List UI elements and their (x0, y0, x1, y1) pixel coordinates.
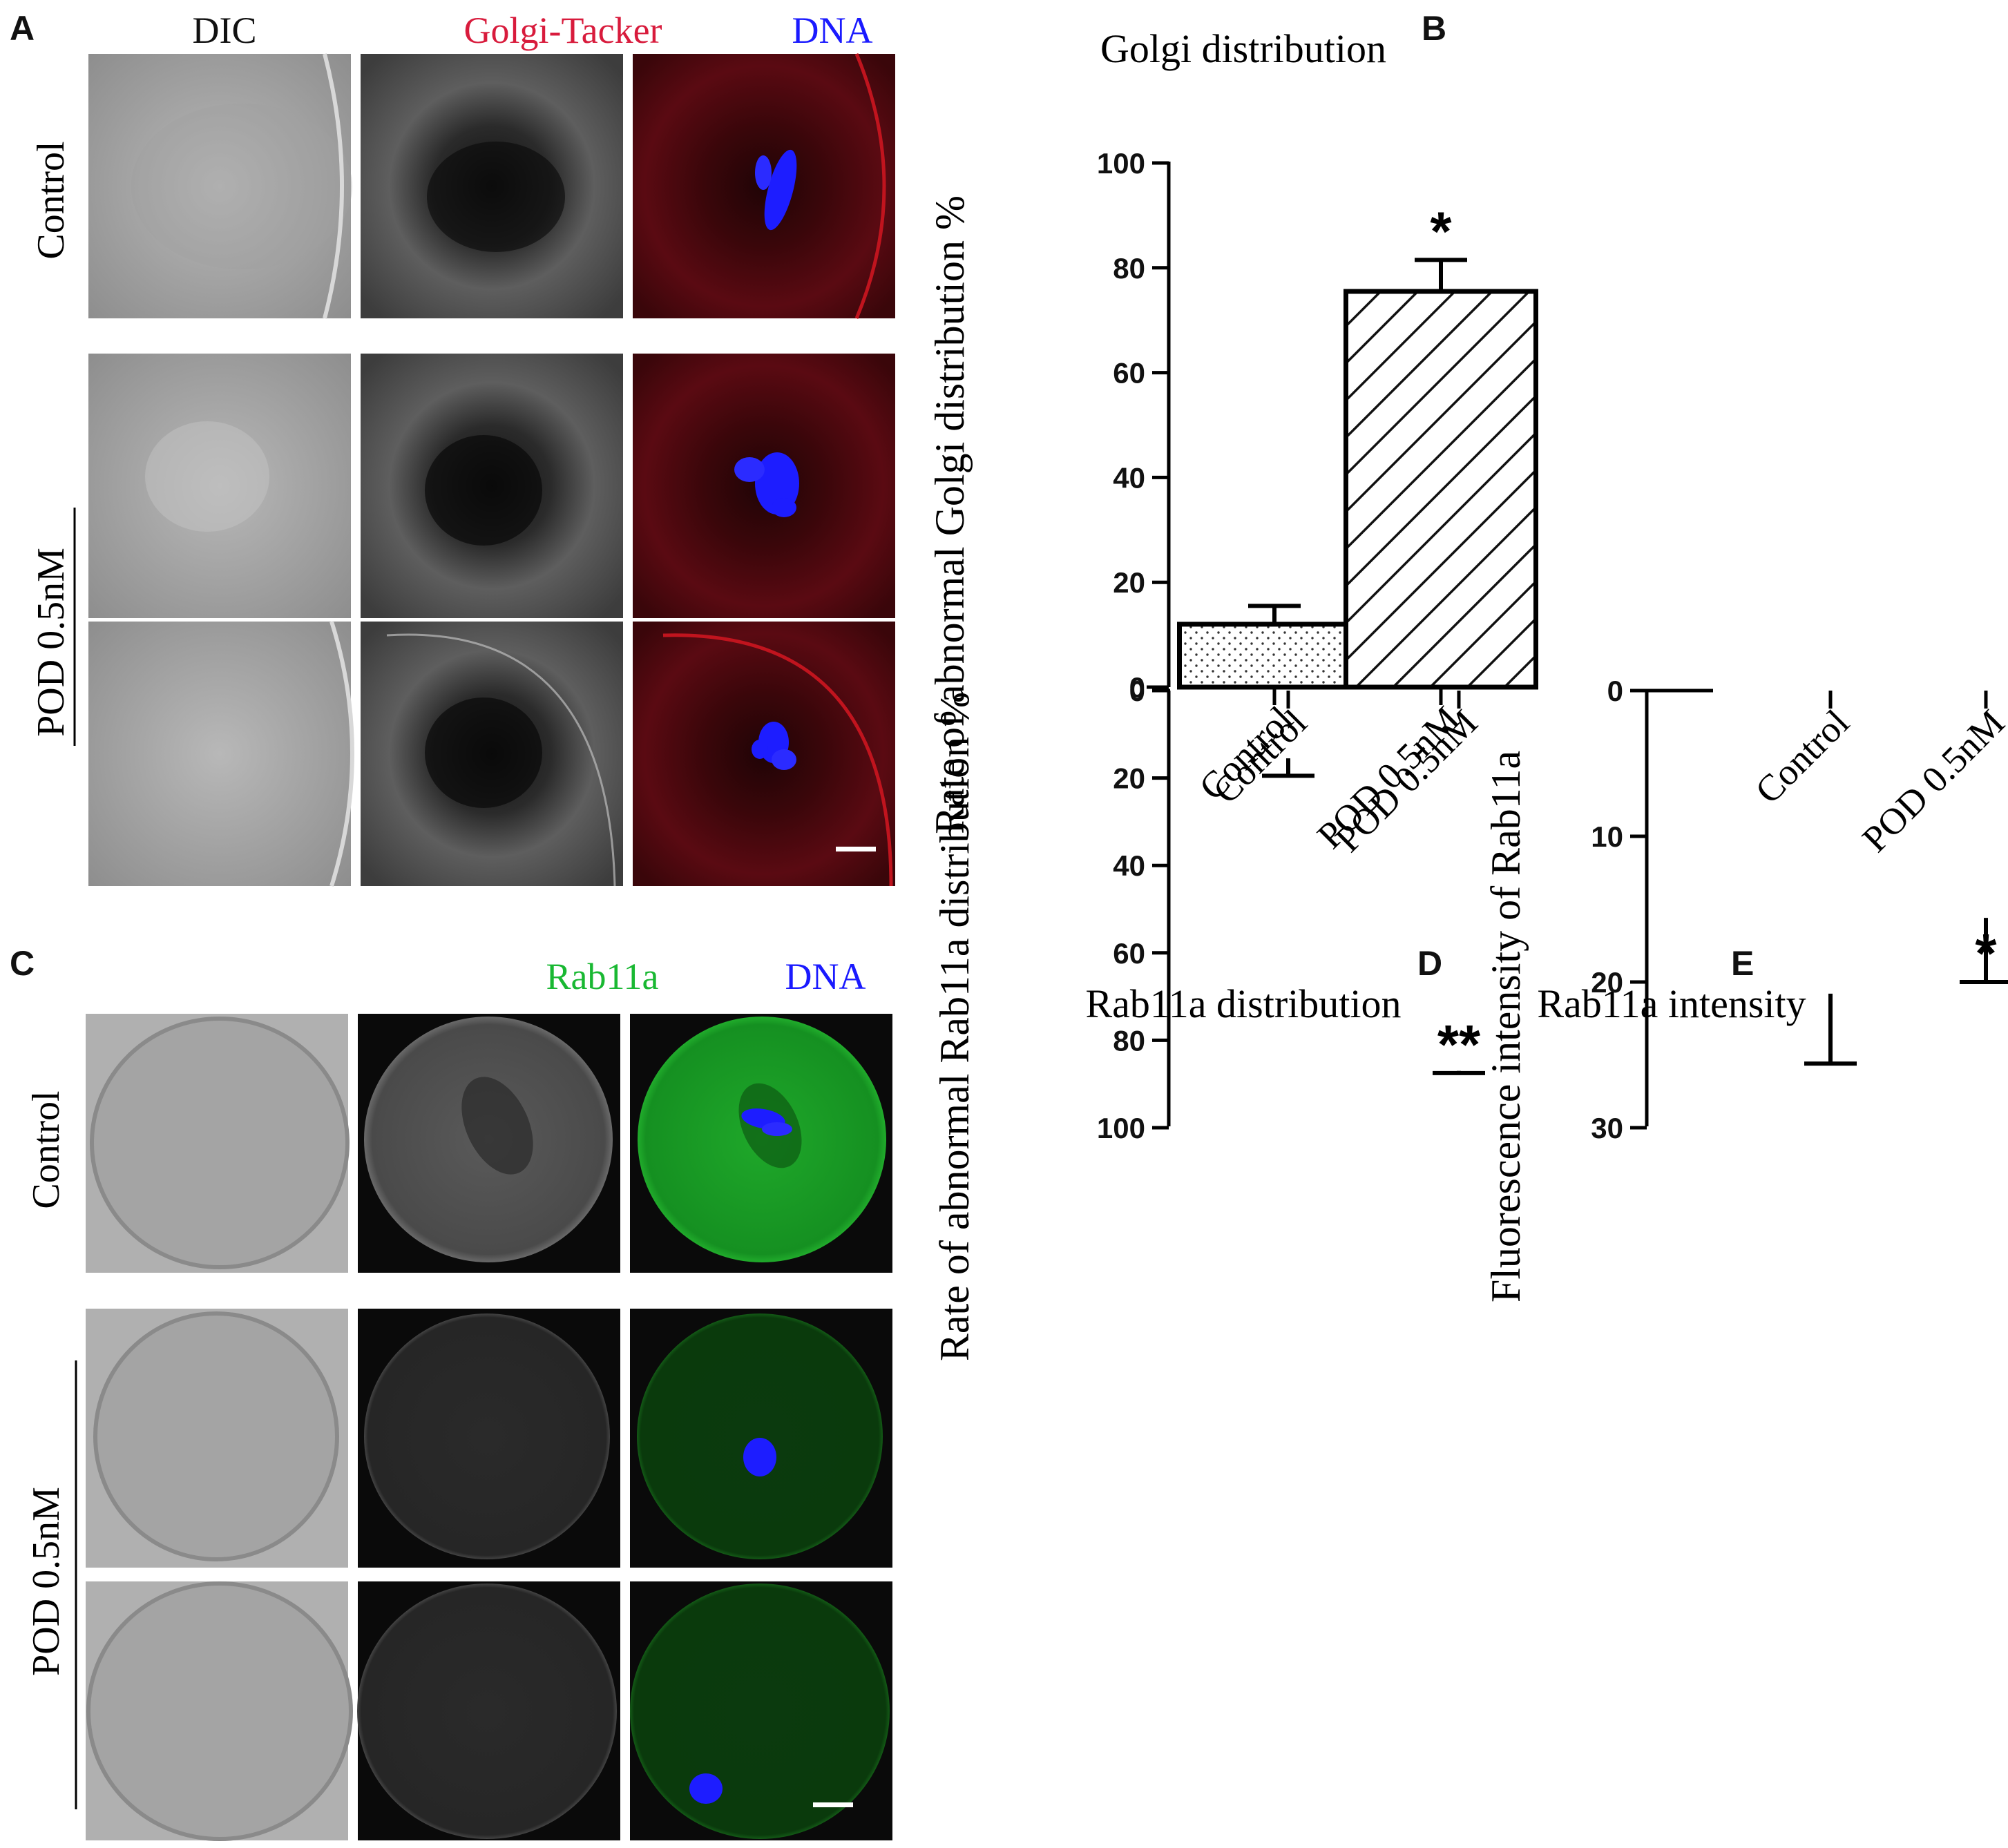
y-tick-label: 40 (1113, 849, 1145, 882)
micrograph-a-pod-2-golgi (361, 622, 623, 887)
panel-c-row-label-control: Control (25, 1090, 68, 1209)
scale-bar-c (813, 1802, 853, 1807)
micrograph-c-pod-1-merge (630, 1309, 892, 1568)
y-tick-label: 60 (1113, 357, 1145, 389)
y-tick-label: 100 (1097, 1112, 1145, 1144)
y-tick-label: 80 (1113, 1024, 1145, 1057)
panel-c: C Rab11a DNA Control POD 0.5nM (10, 944, 892, 1841)
micrograph-a-control-dic (88, 53, 352, 319)
chart-d: D Rab11a distribution Rate of abnormal Rab… (932, 675, 1485, 1361)
y-tick-label: 60 (1113, 937, 1145, 970)
panel-letter-a: A (10, 9, 35, 48)
significance-marker: ** (1437, 1014, 1481, 1075)
y-tick-label: 100 (1097, 147, 1145, 180)
micrograph-c-pod-1-rab11a (358, 1309, 620, 1568)
micrograph-c-control-rab11a (358, 1014, 620, 1273)
micrograph-c-pod-1-dic (86, 1309, 348, 1568)
micrograph-a-control-merge (633, 53, 895, 319)
chart-title: Rab11a intensity (1537, 981, 1806, 1026)
micrograph-a-pod-1-golgi (361, 354, 623, 618)
panel-letter-d: D (1417, 944, 1442, 983)
panel-a-col-label-3: DNA (792, 10, 873, 51)
panel-a-col-label-1: DIC (193, 10, 257, 51)
y-axis-label: Rate of abnormal Rab11a distribution % (932, 692, 977, 1361)
y-axis-label: Fluorescence intensity of Rab11a (1483, 751, 1529, 1302)
micrograph-c-control-dic (86, 1014, 350, 1273)
micrograph-c-pod-2-dic (86, 1581, 353, 1841)
bar-1 (1344, 289, 1538, 690)
micrograph-a-pod-1-merge (633, 354, 895, 618)
panel-c-col-label-3: DNA (785, 956, 866, 997)
y-tick-label: 0 (1607, 675, 1623, 707)
y-tick-label: 0 (1129, 671, 1145, 704)
micrograph-c-control-merge (630, 1014, 892, 1273)
y-tick-label: 40 (1113, 461, 1145, 494)
y-axis-label: Rate of abnormal Golgi distribution % (927, 195, 973, 834)
micrograph-a-pod-1-dic (88, 354, 351, 618)
scale-bar-a (836, 847, 876, 851)
micrograph-a-pod-2-merge (633, 622, 895, 887)
panel-letter-c: C (10, 944, 35, 983)
y-tick-label: 10 (1591, 820, 1623, 853)
chart-title: Rab11a distribution (1086, 981, 1402, 1026)
y-tick-label: 30 (1591, 1112, 1623, 1144)
panel-c-row-label-pod: POD 0.5nM (25, 1487, 68, 1676)
chart-title: Golgi distribution (1100, 26, 1386, 71)
y-tick-label: 20 (1113, 762, 1145, 795)
y-tick-label: 80 (1113, 252, 1145, 285)
panel-a-row-label-pod: POD 0.5nM (30, 548, 73, 737)
significance-marker: * (1430, 200, 1452, 262)
bar-0 (1177, 622, 1372, 690)
panel-letter-b: B (1422, 9, 1446, 48)
y-tick-label: 20 (1591, 966, 1623, 999)
x-category-label: POD 0.5nM (1854, 702, 2008, 860)
x-category-label: Control (1747, 702, 1857, 811)
micrograph-c-pod-2-merge (630, 1581, 892, 1840)
micrograph-a-control-golgi (361, 54, 623, 318)
y-tick-label: 0 (1129, 675, 1145, 707)
panel-letter-e: E (1731, 944, 1754, 983)
panel-a: A DIC Golgi-Tacker DNA Control POD 0.5nM (10, 9, 895, 887)
y-tick-label: 20 (1113, 566, 1145, 599)
micrograph-a-pod-2-dic (88, 621, 354, 887)
x-category-label: POD 0.5nM (1327, 702, 1485, 860)
panel-c-col-label-2: Rab11a (546, 956, 659, 997)
significance-marker: * (1975, 923, 1997, 984)
panel-a-col-label-2: Golgi-Tacker (463, 10, 662, 51)
micrograph-c-pod-2-rab11a (357, 1581, 620, 1840)
panel-a-row-label-control: Control (30, 141, 73, 259)
